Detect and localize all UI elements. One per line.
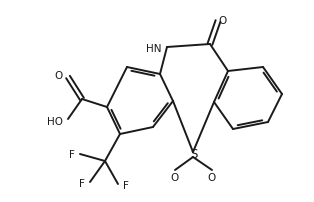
Text: O: O xyxy=(171,172,179,182)
Text: O: O xyxy=(219,16,227,26)
Text: O: O xyxy=(55,71,63,81)
Text: F: F xyxy=(123,180,129,190)
Text: S: S xyxy=(190,148,198,161)
Text: F: F xyxy=(69,149,75,159)
Text: F: F xyxy=(79,178,85,188)
Text: HN: HN xyxy=(147,44,162,54)
Text: O: O xyxy=(208,172,216,182)
Text: HO: HO xyxy=(47,116,63,126)
